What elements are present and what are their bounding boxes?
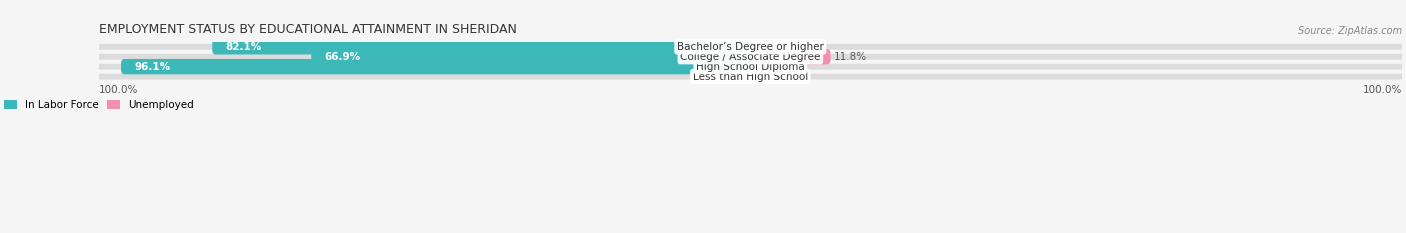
Text: Bachelor’s Degree or higher: Bachelor’s Degree or higher: [676, 42, 824, 52]
Text: 0.0%: 0.0%: [717, 72, 744, 82]
Text: Source: ZipAtlas.com: Source: ZipAtlas.com: [1298, 26, 1402, 36]
Text: 100.0%: 100.0%: [98, 85, 138, 95]
Text: 0.0%: 0.0%: [756, 72, 783, 82]
Text: 11.8%: 11.8%: [834, 52, 868, 62]
Text: 82.1%: 82.1%: [225, 42, 262, 52]
Text: 0.0%: 0.0%: [756, 42, 783, 52]
Text: Less than High School: Less than High School: [693, 72, 808, 82]
FancyBboxPatch shape: [98, 44, 751, 50]
FancyBboxPatch shape: [747, 49, 831, 64]
Text: College / Associate Degree: College / Associate Degree: [681, 52, 821, 62]
FancyBboxPatch shape: [751, 74, 1402, 79]
FancyBboxPatch shape: [212, 39, 754, 55]
Text: EMPLOYMENT STATUS BY EDUCATIONAL ATTAINMENT IN SHERIDAN: EMPLOYMENT STATUS BY EDUCATIONAL ATTAINM…: [98, 23, 517, 36]
Text: 66.9%: 66.9%: [325, 52, 360, 62]
Text: 0.0%: 0.0%: [756, 62, 783, 72]
Legend: In Labor Force, Unemployed: In Labor Force, Unemployed: [4, 100, 194, 110]
FancyBboxPatch shape: [98, 64, 751, 70]
FancyBboxPatch shape: [751, 54, 1402, 60]
Text: 96.1%: 96.1%: [134, 62, 170, 72]
FancyBboxPatch shape: [98, 54, 751, 60]
FancyBboxPatch shape: [311, 49, 754, 64]
FancyBboxPatch shape: [121, 59, 754, 74]
FancyBboxPatch shape: [751, 44, 1402, 50]
FancyBboxPatch shape: [751, 64, 1402, 70]
Text: 100.0%: 100.0%: [1362, 85, 1402, 95]
Text: High School Diploma: High School Diploma: [696, 62, 804, 72]
FancyBboxPatch shape: [98, 74, 751, 79]
